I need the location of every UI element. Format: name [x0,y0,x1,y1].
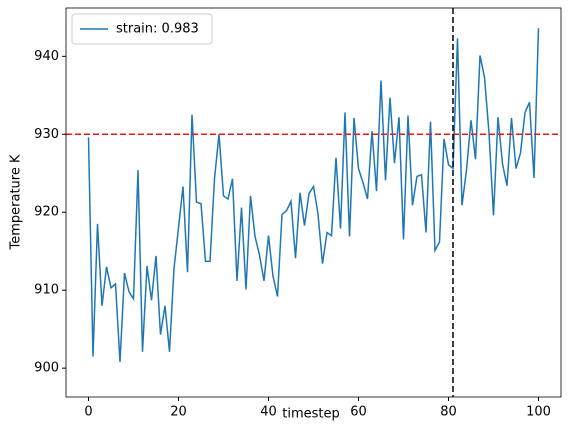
x-tick-label: 80 [440,405,457,420]
legend-label: strain: 0.983 [116,22,199,37]
y-tick-label: 920 [34,205,59,220]
plot-frame [65,7,562,398]
x-axis-label: timestep [282,407,340,422]
y-tick-label: 910 [34,283,59,298]
x-tick-label: 0 [84,405,92,420]
x-tick-label: 40 [260,405,277,420]
y-tick-label: 930 [34,127,59,142]
data-line [87,28,540,362]
legend-box [71,13,213,45]
y-axis-label: Temperature K [9,154,24,250]
y-tick-label: 940 [34,49,59,64]
y-tick-label: 900 [34,361,59,376]
x-tick-label: 100 [526,405,551,420]
x-tick-label: 20 [170,405,187,420]
x-tick-label: 60 [350,405,367,420]
